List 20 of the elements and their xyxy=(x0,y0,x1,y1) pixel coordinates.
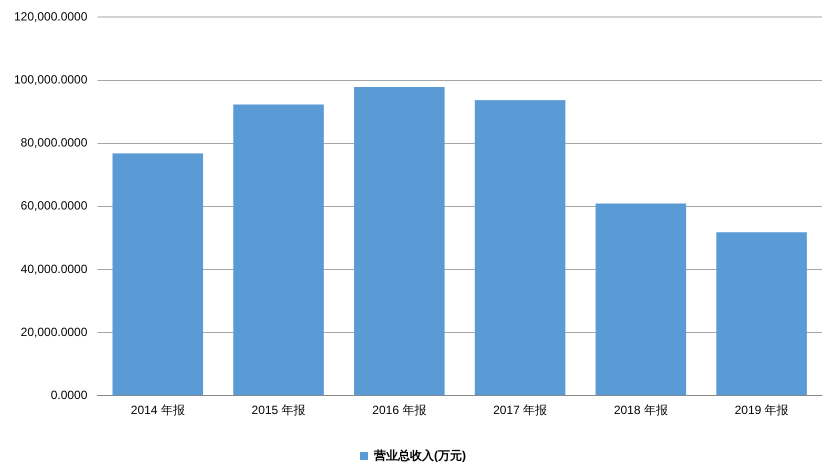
x-tick-label: 2019 年报 xyxy=(734,403,789,418)
y-tick-label: 120,000.0000 xyxy=(14,10,88,24)
y-tick-label: 60,000.0000 xyxy=(20,198,88,213)
x-tick-label: 2017 年报 xyxy=(493,403,548,418)
bar xyxy=(112,153,204,396)
legend-label: 营业总收入(万元) xyxy=(373,448,466,462)
y-tick-label: 0.0000 xyxy=(50,388,88,402)
x-tick-label: 2016 年报 xyxy=(372,403,426,418)
y-tick-label: 80,000.0000 xyxy=(20,136,88,150)
bar xyxy=(716,232,807,396)
y-tick-label: 20,000.0000 xyxy=(20,324,88,339)
x-tick-label: 2015 年报 xyxy=(252,403,306,418)
bar xyxy=(233,104,324,396)
bar xyxy=(354,87,445,396)
x-tick-label: 2018 年报 xyxy=(614,403,668,418)
x-tick-label: 2014 年报 xyxy=(130,403,185,418)
bar xyxy=(596,204,686,396)
y-tick-label: 40,000.0000 xyxy=(20,262,88,276)
bar xyxy=(474,100,566,396)
y-tick-label: 100,000.0000 xyxy=(14,72,88,87)
